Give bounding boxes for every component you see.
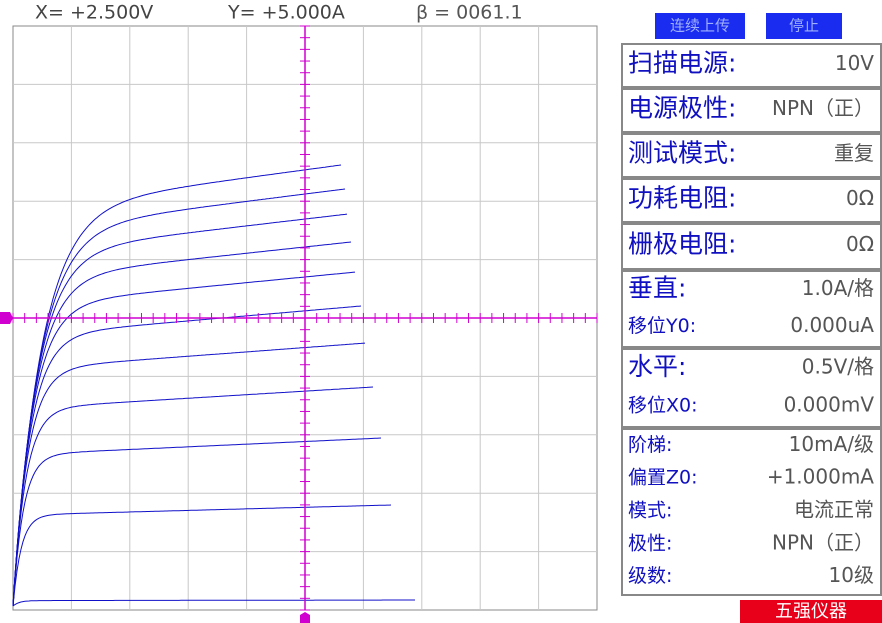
setting-value: 0.000mV xyxy=(784,393,875,417)
panel-section xyxy=(621,88,882,133)
setting-value: 10V xyxy=(835,51,874,75)
setting-label: 模式: xyxy=(628,500,672,522)
setting-label: 偏置Z0: xyxy=(628,467,698,489)
setting-value: +1.000mA xyxy=(767,465,874,489)
stop-button[interactable] xyxy=(766,13,842,39)
y-marker xyxy=(300,612,310,623)
panel-section xyxy=(621,223,882,270)
setting-label: 极性: xyxy=(628,532,672,554)
curve xyxy=(12,342,366,607)
x-marker xyxy=(0,312,13,324)
stop-button-label[interactable]: 停止 xyxy=(789,17,819,35)
panel-section xyxy=(621,428,882,596)
setting-label: 电源极性: xyxy=(628,94,736,123)
panel-section xyxy=(621,178,882,223)
setting-label: 阶梯: xyxy=(628,434,672,456)
curve xyxy=(12,241,352,607)
setting-value: 0.000uA xyxy=(790,313,874,337)
setting-value: 1.0A/格 xyxy=(802,276,874,300)
panel-section xyxy=(621,348,882,428)
upload-button-label[interactable]: 连续上传 xyxy=(670,17,730,35)
panel-section xyxy=(621,43,882,88)
setting-label: 功耗电阻: xyxy=(628,184,736,213)
setting-value: 0Ω xyxy=(846,232,874,256)
brand-badge xyxy=(740,600,882,623)
curve xyxy=(12,271,356,607)
setting-value: NPN（正） xyxy=(772,96,874,120)
curve xyxy=(12,437,382,607)
y-readout: Y= +5.000A xyxy=(227,2,345,24)
curve xyxy=(12,213,348,607)
curve xyxy=(12,504,392,607)
beta-readout: β = 0061.1 xyxy=(416,2,523,24)
setting-value: 10级 xyxy=(829,563,874,587)
setting-label: 移位Y0: xyxy=(628,315,696,337)
crosshair xyxy=(0,25,598,623)
setting-value: 10mA/级 xyxy=(789,432,874,456)
curve xyxy=(12,164,342,607)
panel-section xyxy=(621,270,882,348)
curve xyxy=(12,188,346,607)
setting-label: 栅极电阻: xyxy=(628,230,736,259)
curves xyxy=(12,164,415,607)
setting-label: 移位X0: xyxy=(628,395,698,417)
panel-section xyxy=(621,133,882,178)
upload-button[interactable] xyxy=(655,13,745,39)
curve xyxy=(12,305,362,607)
curve xyxy=(12,599,415,607)
curve xyxy=(12,386,374,607)
setting-label: 水平: xyxy=(628,352,686,381)
setting-value: 电流正常 xyxy=(794,498,874,522)
x-readout: X= +2.500V xyxy=(35,2,153,24)
setting-value: 重复 xyxy=(834,141,874,165)
brand: 五强仪器 xyxy=(775,601,847,622)
setting-value: 0Ω xyxy=(846,186,874,210)
setting-label: 测试模式: xyxy=(628,139,736,168)
setting-label: 垂直: xyxy=(628,274,686,303)
setting-value: 0.5V/格 xyxy=(802,355,874,379)
setting-label: 扫描电源: xyxy=(628,49,736,78)
setting-value: NPN（正） xyxy=(772,530,874,554)
setting-label: 级数: xyxy=(628,565,672,587)
